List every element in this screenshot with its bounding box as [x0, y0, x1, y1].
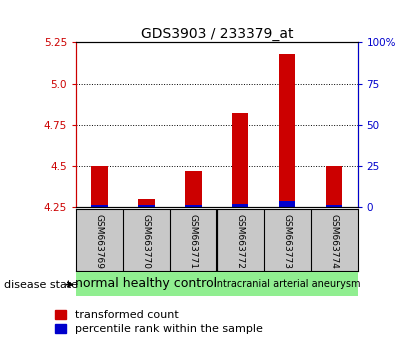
Bar — [185, 205, 201, 207]
Text: GSM663771: GSM663771 — [189, 214, 198, 269]
Text: normal healthy control: normal healthy control — [75, 277, 217, 290]
Bar — [279, 201, 296, 207]
Bar — [76, 272, 217, 296]
Legend: transformed count, percentile rank within the sample: transformed count, percentile rank withi… — [55, 310, 263, 334]
Text: intracranial arterial aneurysm: intracranial arterial aneurysm — [214, 279, 360, 289]
Text: GSM663770: GSM663770 — [142, 214, 151, 269]
Bar — [279, 54, 296, 207]
Text: GSM663773: GSM663773 — [283, 214, 292, 269]
Bar — [232, 113, 249, 207]
Bar — [326, 205, 342, 207]
Text: disease state: disease state — [4, 280, 78, 290]
Bar — [217, 272, 358, 296]
Text: GSM663774: GSM663774 — [330, 214, 339, 269]
Bar — [91, 205, 108, 207]
Bar — [185, 171, 201, 207]
Bar — [326, 166, 342, 207]
Bar — [138, 205, 155, 207]
Bar — [138, 199, 155, 207]
Bar — [91, 166, 108, 207]
Bar — [232, 204, 249, 207]
Text: GSM663769: GSM663769 — [95, 214, 104, 269]
Text: GSM663772: GSM663772 — [236, 214, 245, 269]
Title: GDS3903 / 233379_at: GDS3903 / 233379_at — [141, 28, 293, 41]
